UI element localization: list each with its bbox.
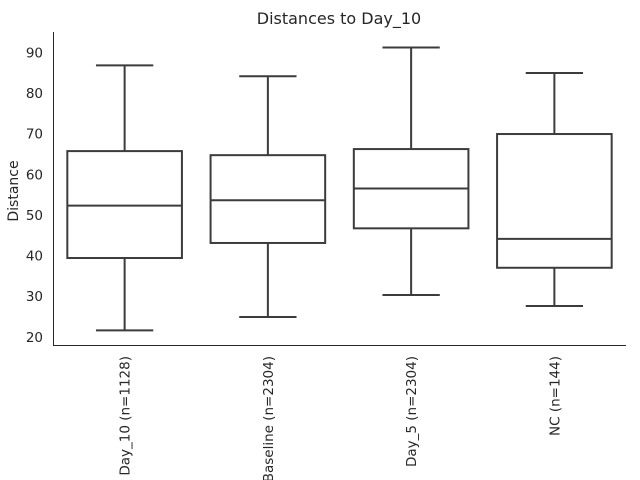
y-tick-label: 30 bbox=[26, 289, 43, 305]
box-4 bbox=[496, 72, 613, 307]
x-tick-label: NC (n=144) bbox=[547, 356, 563, 436]
y-tick-label: 50 bbox=[26, 208, 43, 224]
plot-area bbox=[66, 46, 613, 332]
y-axis-ticks: 20 30 40 50 60 70 80 90 bbox=[26, 45, 43, 346]
y-tick-label: 80 bbox=[26, 86, 43, 102]
box-1 bbox=[66, 64, 183, 332]
box-iqr bbox=[209, 154, 327, 244]
chart-title: Distances to Day_10 bbox=[257, 9, 421, 29]
y-axis-label: Distance bbox=[6, 160, 22, 221]
y-tick-label: 70 bbox=[26, 127, 43, 143]
box-iqr bbox=[66, 150, 183, 260]
y-tick-label: 20 bbox=[26, 330, 43, 346]
box-2 bbox=[209, 75, 327, 318]
x-tick-label: Day_10 (n=1128) bbox=[118, 356, 134, 476]
y-tick-label: 40 bbox=[26, 249, 43, 265]
y-tick-label: 60 bbox=[26, 167, 43, 183]
box-iqr bbox=[496, 133, 613, 269]
x-axis-ticks: Day_10 (n=1128) Baseline (n=2304) Day_5 (n… bbox=[118, 356, 564, 480]
box-3 bbox=[352, 46, 470, 297]
x-tick-label: Day_5 (n=2304) bbox=[404, 356, 420, 467]
y-tick-label: 90 bbox=[26, 45, 43, 61]
x-tick-label: Baseline (n=2304) bbox=[261, 356, 277, 480]
